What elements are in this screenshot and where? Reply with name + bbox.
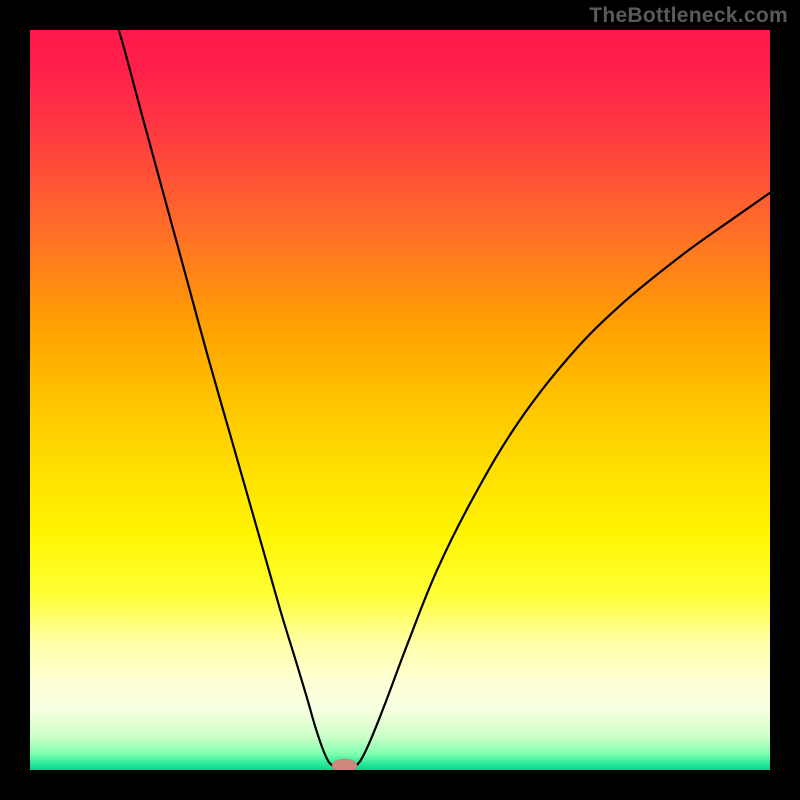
bottleneck-chart-svg [30,30,770,770]
gradient-background [30,30,770,770]
plot-area [30,30,770,770]
watermark-text: TheBottleneck.com [589,4,788,28]
chart-frame: TheBottleneck.com [0,0,800,800]
